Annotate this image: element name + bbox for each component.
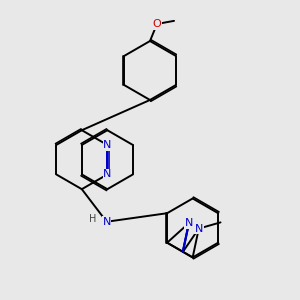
Text: N: N: [185, 218, 193, 228]
Text: N: N: [103, 169, 112, 179]
Text: O: O: [153, 19, 161, 29]
Text: N: N: [102, 217, 111, 227]
Text: N: N: [103, 140, 112, 150]
Text: H: H: [89, 214, 96, 224]
Text: N: N: [195, 224, 203, 234]
